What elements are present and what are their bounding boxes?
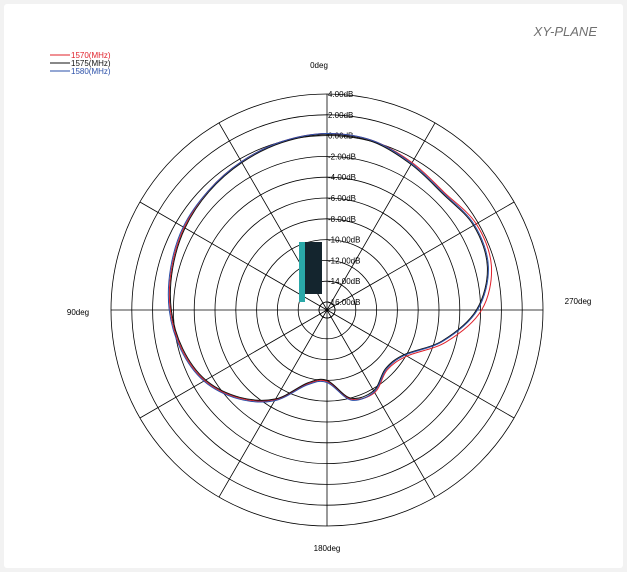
angle-label-270: 270deg (565, 297, 592, 306)
grid-spoke (326, 309, 515, 419)
series-line-1 (169, 134, 488, 401)
radial-tick-label: -16.00dB (328, 298, 360, 307)
radial-tick-label: 4.00dB (328, 90, 353, 99)
radial-tick-label: -2.00dB (328, 152, 356, 161)
angle-label-180: 180deg (314, 544, 341, 553)
legend: 1570(MHz)1575(MHz)1580(MHz) (50, 51, 111, 76)
axis-labels: 0deg 90deg 180deg 270deg (67, 61, 591, 553)
series-line-0 (168, 132, 493, 402)
grid-spoke (218, 309, 328, 498)
grid-spoke (139, 309, 328, 419)
grid-spoke (326, 201, 515, 311)
grid-spoke (326, 122, 436, 311)
overlay-bars (299, 242, 322, 302)
radial-tick-label: 0.00dB (328, 132, 353, 141)
series-line-2 (167, 132, 489, 403)
overlay-bar-dark (305, 242, 322, 294)
legend-label-0: 1570(MHz) (71, 51, 111, 60)
grid-spoke (326, 309, 436, 498)
angle-label-90: 90deg (67, 308, 89, 317)
radial-tick-label: -4.00dB (328, 173, 356, 182)
radial-tick-labels: 4.00dB 2.00dB 0.00dB -2.00dB -4.00dB -6.00dB -… (328, 90, 360, 307)
radial-tick-label: -6.00dB (328, 194, 356, 203)
radial-tick-label: 2.00dB (328, 111, 353, 120)
plane-label: XY-PLANE (533, 24, 597, 39)
legend-label-2: 1580(MHz) (71, 67, 111, 76)
radial-tick-label: -10.00dB (328, 236, 360, 245)
legend-label-1: 1575(MHz) (71, 59, 111, 68)
polar-grid (110, 93, 544, 527)
angle-label-0: 0deg (310, 61, 328, 70)
radial-tick-label: -8.00dB (328, 215, 356, 224)
radial-tick-label: -14.00dB (328, 277, 360, 286)
radial-tick-label: -12.00dB (328, 256, 360, 265)
series-lines (167, 132, 493, 403)
overlay-bar-teal (299, 242, 305, 302)
grid-spoke (139, 201, 328, 311)
